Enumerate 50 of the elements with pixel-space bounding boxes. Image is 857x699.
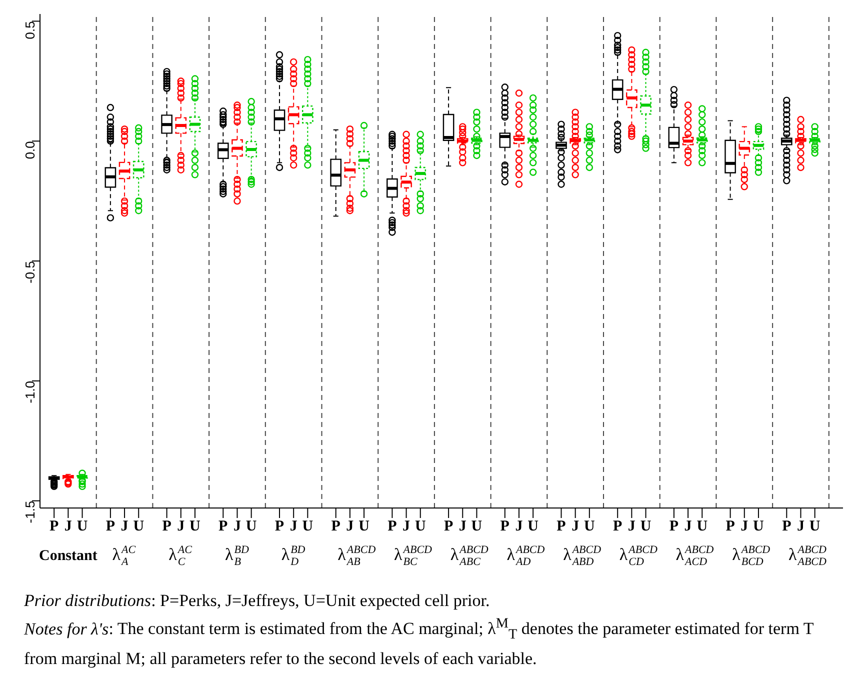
text: J [796,518,804,535]
y-tick-label: -0.5 [22,261,38,284]
text: J [740,518,748,535]
text: J [515,518,523,535]
text: U [753,518,764,535]
text: U [76,518,88,535]
text: P [162,518,172,535]
y-tick-label: -1.0 [22,380,38,404]
text: P [556,518,566,535]
text: J [402,518,410,535]
text: U [358,518,370,535]
text: P [106,518,116,535]
text: P [726,518,735,535]
text: P [500,518,510,535]
text: P [388,518,397,535]
text: J [458,518,466,535]
text: P [613,518,622,535]
text: U [584,518,595,535]
text: U [809,518,820,535]
text: P [782,518,792,535]
text: U [471,518,482,535]
text: Notes for λ's: The constant term is estimated from the AC marginal; λ$^{M}$$_{T}$ denotes the parameter estimated for term T from marginal M; all parameters refer to the second levels of each variable. [24,616,814,668]
text: U [696,518,708,535]
text: U [640,518,652,535]
text: P [274,518,284,535]
y-tick-label: -1.5 [22,500,38,524]
text: J [684,518,692,535]
text: P [331,518,340,535]
text: P [218,518,228,535]
y-tick-label: 0.5 [22,21,38,40]
text: U [302,518,314,535]
text: J [290,518,298,535]
text: J [346,518,354,535]
text: U [414,518,426,535]
text: J [177,518,185,535]
text: P [444,518,454,535]
text: U [133,518,144,535]
text: U [190,518,200,535]
text: U [246,518,257,535]
text: P [669,518,679,535]
text: J [233,518,241,535]
text: Prior distributions: P=Perks, J=Jeffreys, U=Unit expected cell prior. [24,591,490,610]
text: J [120,518,128,535]
text: U [528,518,538,535]
text: P [50,518,59,535]
text: J [628,518,636,535]
text: J [572,518,580,535]
text: J [64,518,72,535]
y-tick-label: 0.0 [22,141,38,160]
x-tick-label: Constant [38,548,98,564]
